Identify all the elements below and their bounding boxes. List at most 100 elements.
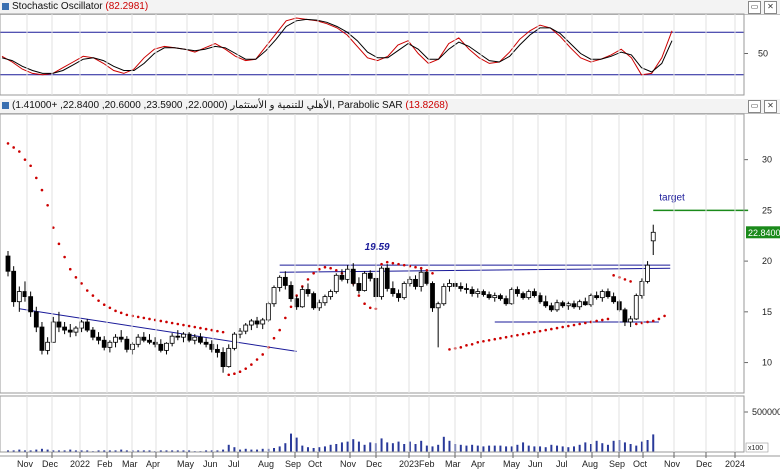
candle-down [452,283,458,287]
sar-dot [102,303,106,307]
candle-up [475,291,481,294]
volume-bar [244,448,247,452]
volume-bar [46,449,49,452]
restore-icon[interactable]: ▭ [748,1,761,14]
volume-bar [222,449,225,452]
volume-bar [482,446,485,452]
candle-down [305,289,311,294]
volume-bar [618,440,621,452]
candle-down [220,352,226,368]
volume-bar [454,444,457,452]
candle-up [181,333,186,338]
last-price-box [746,226,780,239]
volume-bar [131,450,134,452]
sar-dot [23,158,27,161]
sar-dot [12,146,15,149]
candle-down [28,296,34,313]
sar-dot [148,317,151,321]
sar-dot [176,322,180,326]
sar-dot [663,314,666,318]
restore-icon[interactable]: ▭ [748,100,761,113]
sar-dot [295,294,298,297]
volume-bar [510,446,513,452]
sar-dot [125,313,129,317]
sar-dot [578,322,581,326]
volume-bar [380,438,383,452]
stochastic-d-line [1,18,673,74]
sar-dot [465,344,468,347]
candle-up [299,289,305,308]
volume-bar [584,442,587,452]
sar-dot [29,164,32,168]
volume-bar [493,445,496,452]
volume-unit-label: x100 [748,445,763,452]
volume-bar [606,444,609,452]
sar-dot [510,334,514,338]
pane-handle-icon [2,3,9,10]
candle-down [158,343,164,351]
candle-down [605,291,611,298]
time-tick-label: Jul [556,459,568,469]
sar-dot [402,263,406,267]
candle-down [39,326,45,351]
sar-dot [340,271,344,275]
sar-dot [204,327,208,331]
candle-down [560,302,566,307]
volume-bar [442,436,445,452]
volume-bar [23,450,26,452]
sar-dot [35,176,38,180]
volume-bar [374,443,377,452]
close-icon[interactable]: ✕ [764,1,777,14]
candle-up [650,231,656,242]
sar-dot [85,289,89,292]
candle-down [464,288,469,290]
candle-up [277,276,283,288]
candle-up [113,336,118,343]
candle-up [316,302,322,309]
sar-dot [499,336,502,340]
volume-bar [448,440,451,452]
volume-bar [227,444,230,452]
candle-down [571,303,577,308]
sar-dot [170,321,174,325]
sar-dot [470,343,474,346]
sar-dot [306,278,310,281]
candle-down [469,289,475,294]
sar-dot [397,262,400,266]
sar-dot [244,367,248,370]
close-icon[interactable]: ✕ [764,100,777,113]
candle-down [215,348,220,353]
sar-dot [380,262,383,266]
volume-bar [505,446,508,452]
volume-bar [103,450,106,452]
candle-up [237,330,243,335]
candle-up [492,295,498,299]
candle-down [373,277,379,298]
candle-up [226,347,232,368]
volume-bar [306,447,309,452]
candle-down [384,267,390,289]
candle-down [582,301,588,306]
sar-dot [289,305,293,309]
sar-dot [267,346,270,349]
volume-bar [69,449,72,452]
candle-up [243,324,249,332]
volume-bar [57,450,60,452]
candle-down [254,320,260,325]
candle-down [486,294,492,299]
sar-dot [6,142,10,145]
volume-bar [193,451,196,452]
time-tick-label: Feb [419,459,435,469]
sar-dot [255,358,259,361]
candle-down [198,336,203,343]
candle-down [339,274,345,280]
candle-up [271,287,277,305]
candle-down [531,291,537,297]
sar-dot [63,255,66,259]
candle-up [407,278,413,284]
volume-bar [573,446,575,452]
candle-up [73,327,79,333]
candle-down [5,255,11,272]
volume-bar [171,450,174,452]
